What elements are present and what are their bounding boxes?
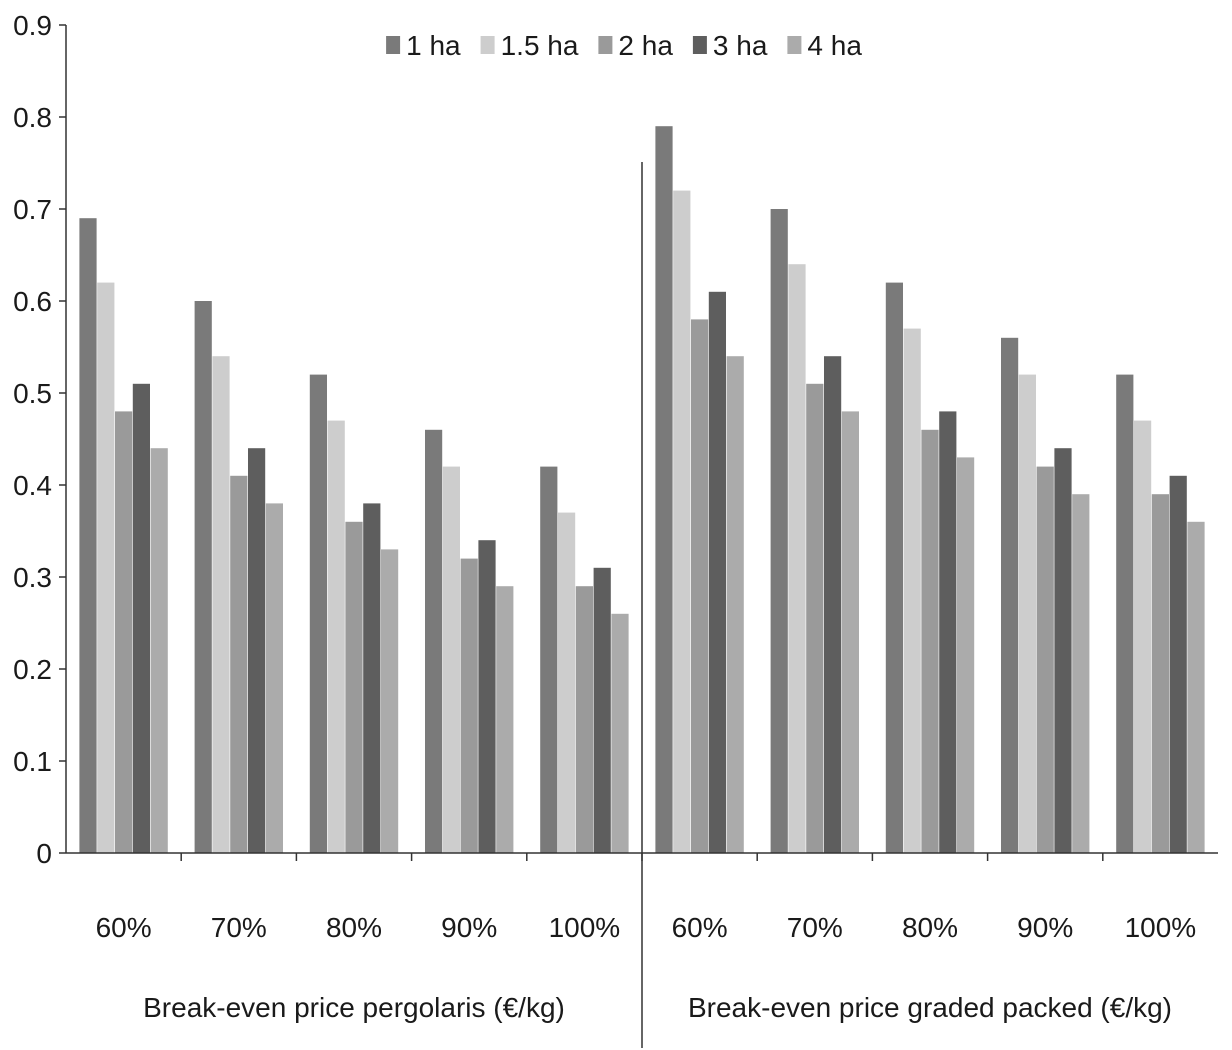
legend-item: 2 ha [598, 30, 673, 61]
bar [806, 383, 824, 853]
legend-item: 4 ha [787, 30, 862, 61]
y-tick-label: 0.8 [13, 102, 52, 133]
bar [230, 475, 248, 853]
bar [939, 411, 957, 853]
bar [194, 301, 212, 853]
bar [381, 549, 399, 853]
bar [425, 429, 443, 853]
bar [1001, 337, 1019, 853]
y-tick-label: 0 [36, 838, 52, 869]
y-tick-label: 0.4 [13, 470, 52, 501]
bars [79, 126, 1205, 854]
bar [1187, 521, 1205, 853]
bar [824, 356, 842, 853]
x-tick-label: 70% [787, 912, 843, 943]
bar [248, 448, 266, 853]
bar [97, 282, 115, 854]
legend-label: 1 ha [406, 30, 461, 61]
legend-label: 2 ha [618, 30, 673, 61]
bar [788, 264, 806, 853]
bar [593, 567, 611, 853]
bar [442, 466, 460, 853]
bar [212, 356, 230, 853]
x-tick-label: 100% [549, 912, 621, 943]
bar [478, 540, 496, 853]
bar [770, 209, 788, 853]
y-tick-label: 0.3 [13, 562, 52, 593]
bar [655, 126, 673, 853]
x-tick-label: 90% [1017, 912, 1073, 943]
group-label: Break-even price graded packed (€/kg) [688, 992, 1172, 1023]
bar [1169, 475, 1187, 853]
bar [1018, 374, 1036, 853]
legend-swatch [598, 36, 613, 54]
bar [726, 356, 744, 853]
bar [460, 558, 478, 853]
legend-label: 3 ha [713, 30, 768, 61]
bar [1116, 374, 1134, 853]
x-tick-label: 90% [441, 912, 497, 943]
x-tick-label: 70% [211, 912, 267, 943]
bar [1054, 448, 1072, 853]
legend-swatch [692, 36, 707, 54]
x-tick-label: 60% [672, 912, 728, 943]
group-label: Break-even price pergolaris (€/kg) [143, 992, 565, 1023]
y-tick-label: 0.1 [13, 746, 52, 777]
bar [327, 420, 345, 853]
legend-swatch [787, 36, 802, 54]
bar [265, 503, 283, 853]
x-tick-label: 80% [326, 912, 382, 943]
x-tick-label: 60% [96, 912, 152, 943]
group-labels: Break-even price pergolaris (€/kg) Break-… [143, 992, 1172, 1023]
legend-swatch [386, 36, 401, 54]
bar [540, 466, 558, 853]
y-tick-label: 0.6 [13, 286, 52, 317]
bar [150, 448, 168, 853]
bar [673, 190, 691, 854]
x-axis: 60% 70% 80% 90% 100% 60% 70% 80% 90% 100% [66, 162, 1218, 1048]
x-tick-label: 80% [902, 912, 958, 943]
legend: 1 ha 1.5 ha 2 ha 3 ha 4 ha [386, 30, 862, 61]
bar [79, 218, 97, 853]
y-tick-label: 0.9 [13, 10, 52, 41]
bar [691, 319, 709, 853]
bar [1134, 420, 1152, 853]
bar [575, 586, 593, 853]
legend-item: 1 ha [386, 30, 461, 61]
bar [363, 503, 381, 853]
bar [309, 374, 327, 853]
y-axis: 0 0.1 0.2 0.3 0.4 0.5 0.6 0.7 0.8 0.9 [13, 10, 67, 869]
bar [885, 282, 903, 854]
bar [1072, 494, 1090, 853]
bar [558, 512, 576, 853]
legend-swatch [480, 36, 495, 54]
bar [115, 411, 133, 853]
legend-item: 3 ha [692, 30, 768, 61]
bar [903, 328, 921, 854]
bar [1036, 466, 1054, 853]
y-tick-label: 0.7 [13, 194, 52, 225]
bar [132, 383, 150, 853]
bar [1151, 494, 1169, 853]
y-tick-label: 0.2 [13, 654, 52, 685]
legend-label: 4 ha [807, 30, 862, 61]
bar [921, 429, 939, 853]
bar [345, 521, 363, 853]
legend-label: 1.5 ha [501, 30, 579, 61]
bar [957, 457, 975, 853]
bar [708, 291, 726, 853]
x-tick-label: 100% [1125, 912, 1197, 943]
bar [496, 586, 514, 853]
bar [841, 411, 859, 853]
legend-item: 1.5 ha [480, 30, 579, 61]
bar [611, 613, 629, 853]
y-tick-label: 0.5 [13, 378, 52, 409]
